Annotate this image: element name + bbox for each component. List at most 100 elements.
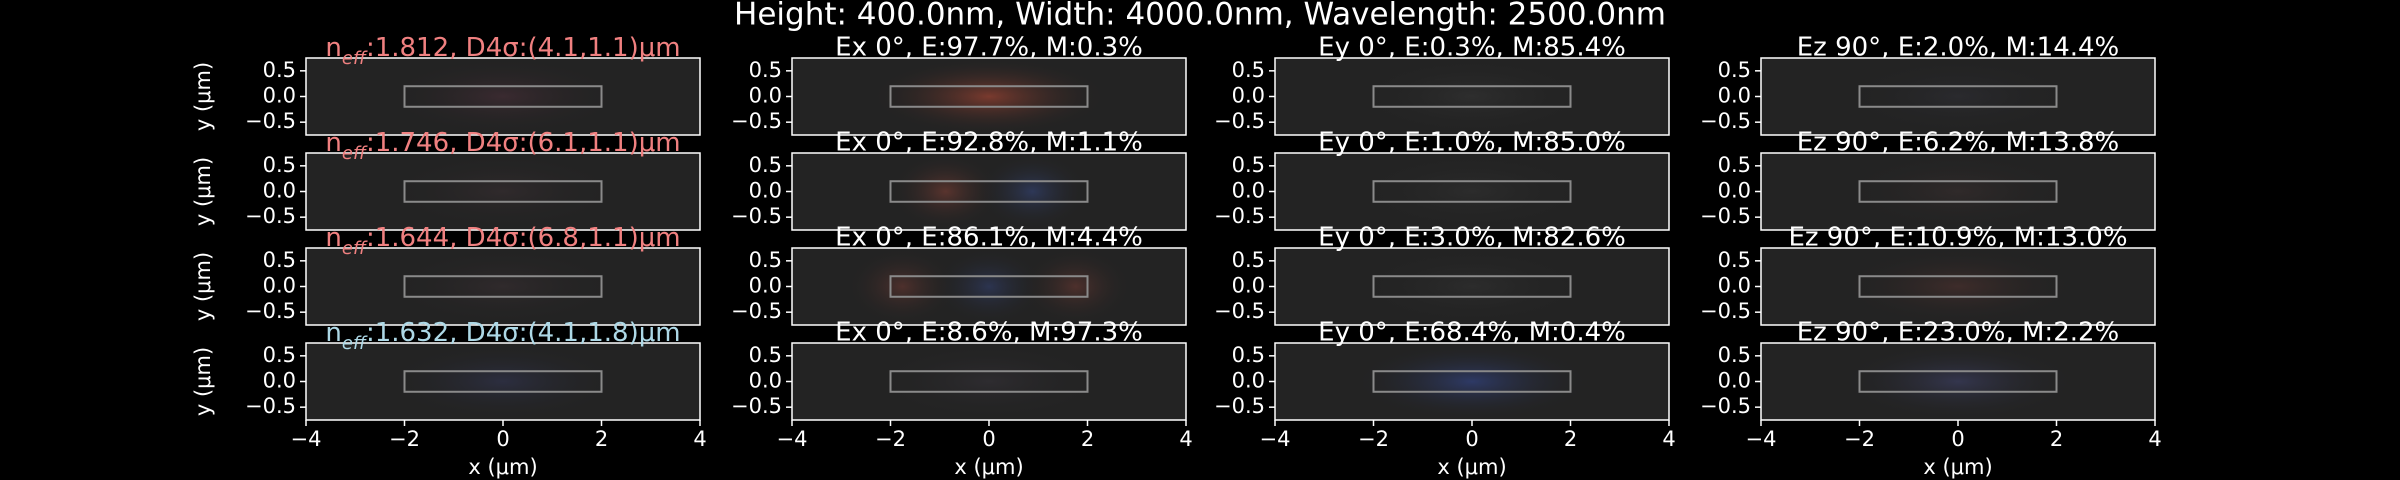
y-tick-label: 0.0 xyxy=(1232,274,1265,298)
y-tick-label: 0.0 xyxy=(749,274,782,298)
y-tick-label: 0.0 xyxy=(1232,179,1265,203)
field-glow xyxy=(1353,248,1591,325)
title-subscript: eff xyxy=(342,333,368,354)
field-glow xyxy=(1839,153,2077,230)
title-subscript: eff xyxy=(342,143,368,164)
title-subscript: eff xyxy=(342,238,368,259)
y-tick-label: 0.5 xyxy=(749,343,782,367)
panel-title: neff:1.644, D4σ:(6.8,1.1)μm xyxy=(325,223,680,259)
x-axis-label: x (μm) xyxy=(468,455,537,479)
y-tick-label: 0.5 xyxy=(749,153,782,177)
x-tick-label: 0 xyxy=(982,427,995,451)
field-glow xyxy=(847,248,958,325)
x-tick-label: 2 xyxy=(1081,427,1094,451)
waveguide xyxy=(889,370,1089,393)
y-tick-label: 0.5 xyxy=(1718,248,1751,272)
x-axis-label: x (μm) xyxy=(954,455,1023,479)
title-subscript: eff xyxy=(342,48,368,69)
x-tick-label: −4 xyxy=(1260,427,1291,451)
field-glow xyxy=(1353,153,1591,230)
field-glow xyxy=(1839,58,2077,135)
waveguide xyxy=(1372,85,1572,108)
panel-title: Ez 90°, E:6.2%, M:13.8% xyxy=(1797,128,2120,158)
y-tick-label: 0.0 xyxy=(1232,84,1265,108)
waveguide xyxy=(1858,180,2058,203)
panel-title: Ez 90°, E:2.0%, M:14.4% xyxy=(1797,33,2120,63)
waveguide xyxy=(403,275,603,298)
x-tick-label: −4 xyxy=(1746,427,1777,451)
x-tick-label: 4 xyxy=(1179,427,1192,451)
waveguide xyxy=(1372,180,1572,203)
x-axis-label: x (μm) xyxy=(1923,455,1992,479)
y-tick-label: 0.5 xyxy=(1232,248,1265,272)
waveguide xyxy=(403,85,603,108)
field-glow xyxy=(384,248,622,325)
y-tick-label: −0.5 xyxy=(245,394,296,418)
y-tick-label: −0.5 xyxy=(1700,299,1751,323)
x-tick-label: 4 xyxy=(1662,427,1675,451)
y-tick-label: 0.0 xyxy=(263,179,296,203)
x-tick-label: 4 xyxy=(2148,427,2161,451)
waveguide xyxy=(1372,370,1572,393)
y-tick-label: 0.5 xyxy=(1232,153,1265,177)
x-tick-label: −2 xyxy=(1358,427,1389,451)
x-tick-label: −4 xyxy=(291,427,322,451)
title-text: :1.632, D4σ:(4.1,1.8)μm xyxy=(366,318,681,348)
panel-title: Ex 0°, E:86.1%, M:4.4% xyxy=(835,223,1143,253)
field-glow xyxy=(870,58,1108,135)
waveguide xyxy=(1858,275,2058,298)
y-tick-label: 0.0 xyxy=(749,84,782,108)
y-tick-label: 0.0 xyxy=(1718,274,1751,298)
y-axis-label: y (μm) xyxy=(191,62,215,131)
y-tick-label: −0.5 xyxy=(731,204,782,228)
y-tick-label: −0.5 xyxy=(731,299,782,323)
y-tick-label: 0.0 xyxy=(1718,369,1751,393)
y-tick-label: −0.5 xyxy=(1700,204,1751,228)
y-tick-label: 0.5 xyxy=(749,58,782,82)
field-glow xyxy=(1020,248,1131,325)
x-tick-label: −2 xyxy=(389,427,420,451)
y-tick-label: 0.5 xyxy=(263,58,296,82)
panel-title: Ey 0°, E:3.0%, M:82.6% xyxy=(1318,223,1626,253)
y-tick-label: 0.5 xyxy=(1232,58,1265,82)
panel-title: Ex 0°, E:8.6%, M:97.3% xyxy=(835,318,1143,348)
panel-title: Ex 0°, E:92.8%, M:1.1% xyxy=(835,128,1143,158)
x-tick-label: −2 xyxy=(1844,427,1875,451)
y-tick-label: 0.0 xyxy=(263,274,296,298)
panel-title: Ex 0°, E:97.7%, M:0.3% xyxy=(835,33,1143,63)
x-tick-label: 0 xyxy=(1465,427,1478,451)
panel-title: neff:1.632, D4σ:(4.1,1.8)μm xyxy=(325,318,680,354)
y-tick-label: 0.0 xyxy=(749,179,782,203)
waveguide xyxy=(889,180,1089,203)
x-tick-label: 2 xyxy=(595,427,608,451)
y-axis-label: y (μm) xyxy=(191,347,215,416)
field-glow xyxy=(933,248,1045,325)
field-glow xyxy=(977,153,1088,230)
suptitle: Height: 400.0nm, Width: 4000.0nm, Wavele… xyxy=(734,0,1666,33)
y-tick-label: 0.5 xyxy=(1718,343,1751,367)
title-base: n xyxy=(325,128,341,158)
field-glow xyxy=(384,58,622,135)
y-tick-label: 0.5 xyxy=(263,343,296,367)
title-base: n xyxy=(325,318,341,348)
y-tick-label: −0.5 xyxy=(1214,109,1265,133)
y-tick-label: −0.5 xyxy=(1214,204,1265,228)
y-tick-label: −0.5 xyxy=(245,299,296,323)
x-tick-label: 2 xyxy=(2050,427,2063,451)
field-glow xyxy=(890,153,1001,230)
panel-title: Ey 0°, E:1.0%, M:85.0% xyxy=(1318,128,1626,158)
field-glow xyxy=(384,343,622,420)
field-glow xyxy=(1353,343,1591,420)
y-tick-label: 0.5 xyxy=(749,248,782,272)
y-tick-label: −0.5 xyxy=(245,109,296,133)
y-tick-label: 0.5 xyxy=(263,153,296,177)
field-glow xyxy=(1839,248,2077,325)
title-base: n xyxy=(325,33,341,63)
panel-title: Ey 0°, E:68.4%, M:0.4% xyxy=(1318,318,1626,348)
y-tick-label: 0.0 xyxy=(749,369,782,393)
title-text: :1.746, D4σ:(6.1,1.1)μm xyxy=(366,128,681,158)
y-tick-label: −0.5 xyxy=(1214,394,1265,418)
y-tick-label: −0.5 xyxy=(245,204,296,228)
